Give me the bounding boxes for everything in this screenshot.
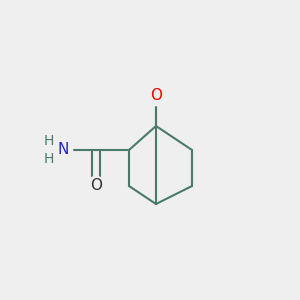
Circle shape <box>48 151 63 166</box>
Text: H: H <box>44 152 54 166</box>
Text: O: O <box>150 88 162 104</box>
Circle shape <box>53 140 73 160</box>
Circle shape <box>86 176 106 196</box>
Circle shape <box>48 134 63 149</box>
Text: N: N <box>57 142 69 158</box>
Circle shape <box>146 86 166 106</box>
Text: O: O <box>90 178 102 194</box>
Text: H: H <box>44 134 54 148</box>
